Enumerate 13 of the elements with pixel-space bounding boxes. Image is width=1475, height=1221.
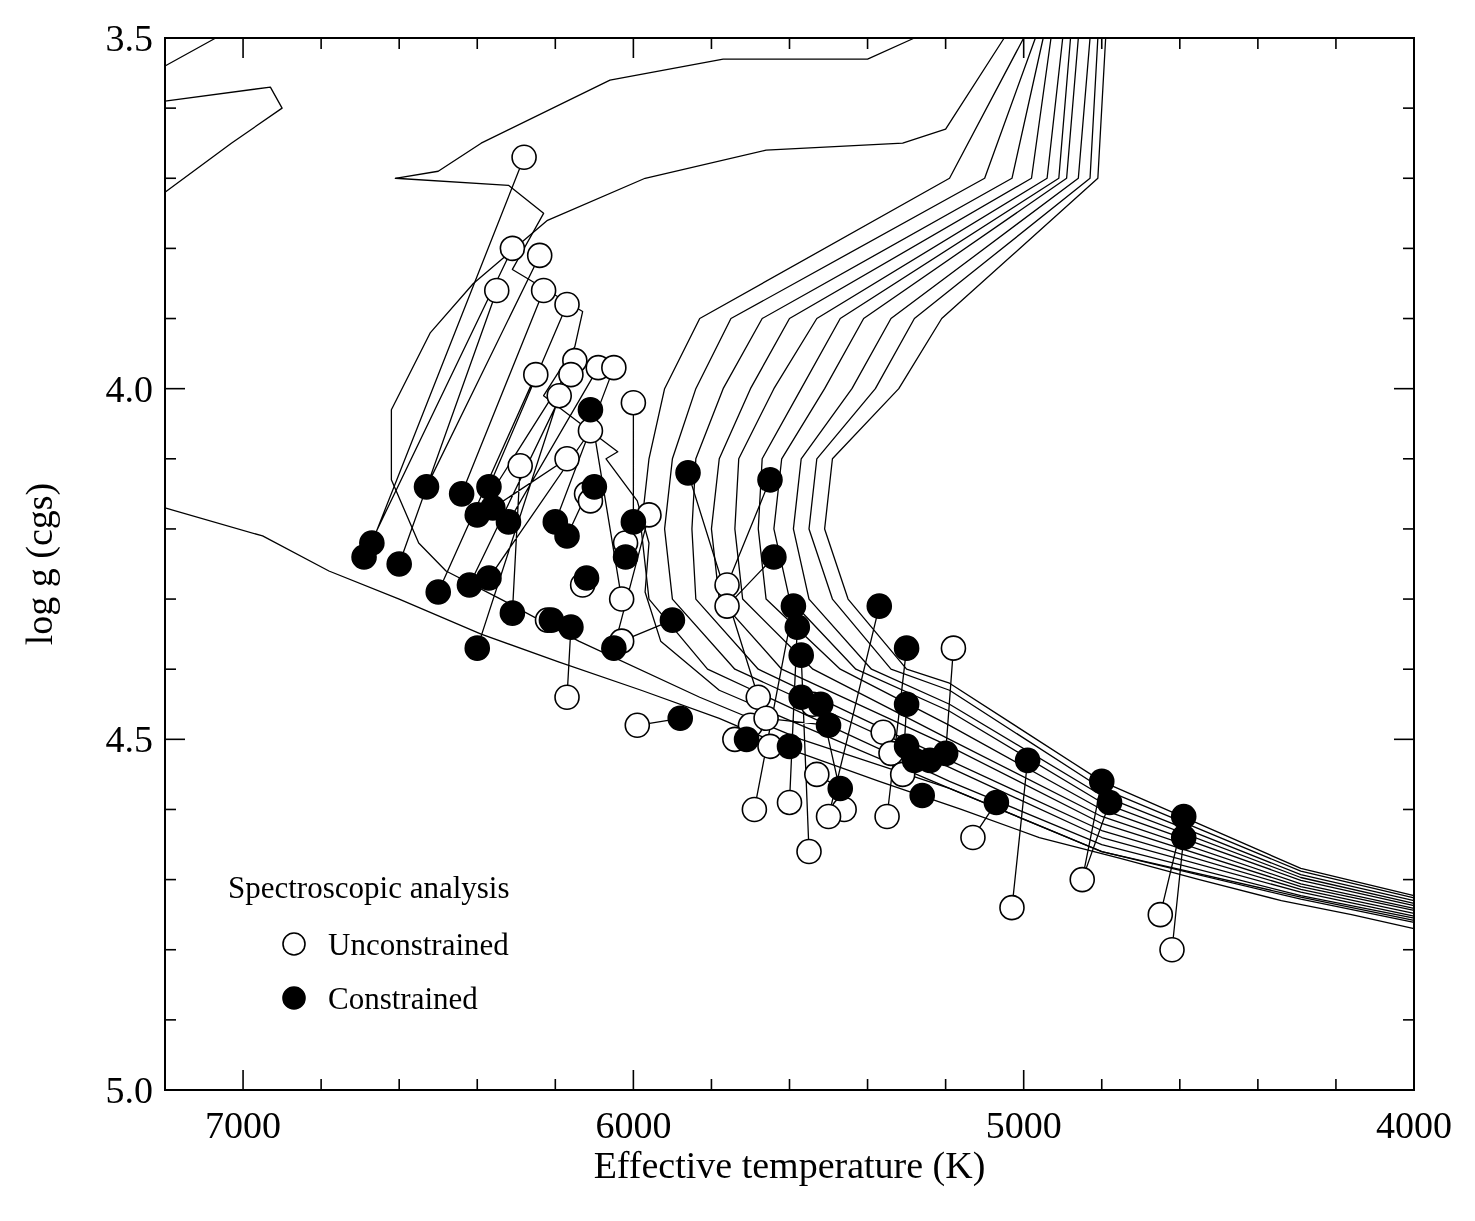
legend-label: Constrained (328, 981, 479, 1016)
y-tick-label: 4.0 (105, 367, 153, 410)
legend-title: Spectroscopic analysis (228, 870, 510, 905)
x-tick-label: 4000 (1376, 1104, 1452, 1146)
y-tick-label: 5.0 (105, 1069, 153, 1111)
y-tick-label: 3.5 (105, 17, 153, 59)
x-axis-title: Effective temperature (K) (593, 1144, 986, 1187)
legend-label: Unconstrained (328, 927, 510, 962)
y-axis-title: log g (cgs) (18, 482, 61, 646)
x-tick-label: 5000 (985, 1104, 1062, 1146)
x-tick-label: 7000 (205, 1104, 282, 1146)
x-tick-label: 6000 (595, 1104, 672, 1146)
y-tick-label: 4.5 (105, 718, 153, 761)
